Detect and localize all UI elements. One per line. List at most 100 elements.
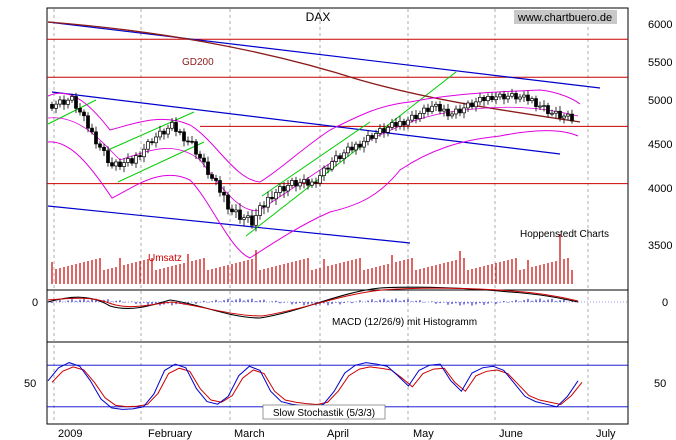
candle-body (154, 136, 158, 144)
candle-body (450, 113, 454, 117)
candle-body (562, 115, 566, 119)
candle-body (558, 110, 562, 119)
candle-body (438, 103, 442, 112)
chart-frame (46, 7, 629, 425)
candle-body (122, 162, 126, 167)
candle-body (282, 186, 286, 192)
candle-body (466, 102, 470, 109)
candle-body (230, 208, 234, 213)
candle-body (330, 161, 334, 170)
candle-body (74, 96, 78, 109)
candle-body (414, 114, 418, 120)
macd-title: MACD (12/26/9) mit Histogramm (332, 317, 477, 328)
candle-body (422, 107, 426, 114)
candle-body (482, 96, 486, 102)
candle-body (518, 96, 522, 100)
candle-body (502, 93, 506, 100)
stoch-title-box (262, 404, 386, 420)
candle-body (294, 180, 298, 187)
x-tick-label: March (234, 428, 265, 440)
candle-body (566, 113, 570, 117)
candle-body (198, 153, 202, 159)
candle-body (478, 96, 482, 103)
candle-body (210, 174, 214, 179)
watermark-background (514, 10, 617, 24)
candle-body (310, 181, 314, 186)
candle-body (226, 194, 230, 210)
green-channel (117, 141, 205, 183)
candle-body (178, 131, 182, 133)
candle-body (570, 113, 574, 122)
candle-body (194, 141, 198, 155)
candle-body (130, 158, 134, 164)
grid (47, 9, 628, 423)
candle-body (542, 105, 546, 107)
candle-body (326, 167, 330, 170)
candle-body (342, 152, 346, 160)
candle-body (314, 181, 318, 184)
candle-body (138, 155, 142, 158)
candle-body (546, 105, 550, 115)
candle-body (498, 93, 502, 98)
x-tick-label: April (327, 428, 349, 440)
candle-body (134, 155, 138, 164)
candle-body (218, 180, 222, 193)
bollinger-bands (47, 21, 581, 259)
candle-body (162, 130, 166, 135)
candle-body (66, 99, 70, 105)
candle-body (378, 128, 382, 134)
downtrend-line (47, 21, 601, 89)
candle-body (306, 179, 310, 186)
candle-body (470, 102, 474, 108)
candle-body (458, 108, 462, 114)
candle-body (150, 141, 154, 144)
candle-body (446, 108, 450, 117)
candle-body (550, 112, 554, 115)
price-y-axis: 6000 5500 5000 4500 4000 3500 (648, 19, 672, 252)
watermark: www.chartbuero.de (517, 12, 612, 24)
candle-body (402, 120, 406, 126)
candle-body (54, 103, 58, 109)
downtrend-line (47, 205, 411, 244)
candle-body (362, 140, 366, 148)
candle-body (430, 105, 434, 112)
candle-body (142, 148, 146, 158)
candle-body (538, 105, 542, 108)
candle-body (246, 215, 250, 218)
candle-body (426, 107, 430, 112)
candle-body (366, 135, 370, 142)
y-tick-label: 4000 (648, 183, 672, 195)
candle-body (118, 161, 122, 167)
candle-body (146, 141, 150, 150)
candle-body (262, 205, 266, 208)
candle-body (302, 179, 306, 184)
candle-body (222, 191, 226, 196)
chart-title: DAX (306, 10, 331, 24)
candle-body (166, 127, 170, 135)
stoch-50-left: 50 (24, 378, 36, 390)
candle-body (50, 104, 54, 109)
x-tick-label: February (148, 428, 193, 440)
candle-body (254, 215, 258, 226)
y-tick-label: 5500 (648, 57, 672, 69)
candle-body (334, 155, 338, 162)
candle-body (98, 143, 102, 148)
y-tick-label: 5000 (648, 95, 672, 107)
candle-body (494, 96, 498, 100)
candle-body (94, 131, 98, 145)
candle-body (78, 108, 82, 113)
candle-body (90, 127, 94, 133)
volume-label: Umsatz (148, 253, 182, 264)
candle-body (534, 98, 538, 107)
candle-body (290, 180, 294, 186)
macd-panel (47, 286, 628, 319)
candle-body (86, 115, 90, 129)
candle-body (186, 140, 190, 143)
candle-body (454, 108, 458, 115)
x-tick-label: July (596, 428, 616, 440)
macd-zero-right: 0 (662, 297, 668, 309)
candle-body (510, 93, 514, 97)
x-tick-label: 2009 (58, 428, 82, 440)
candle-body (190, 140, 194, 143)
